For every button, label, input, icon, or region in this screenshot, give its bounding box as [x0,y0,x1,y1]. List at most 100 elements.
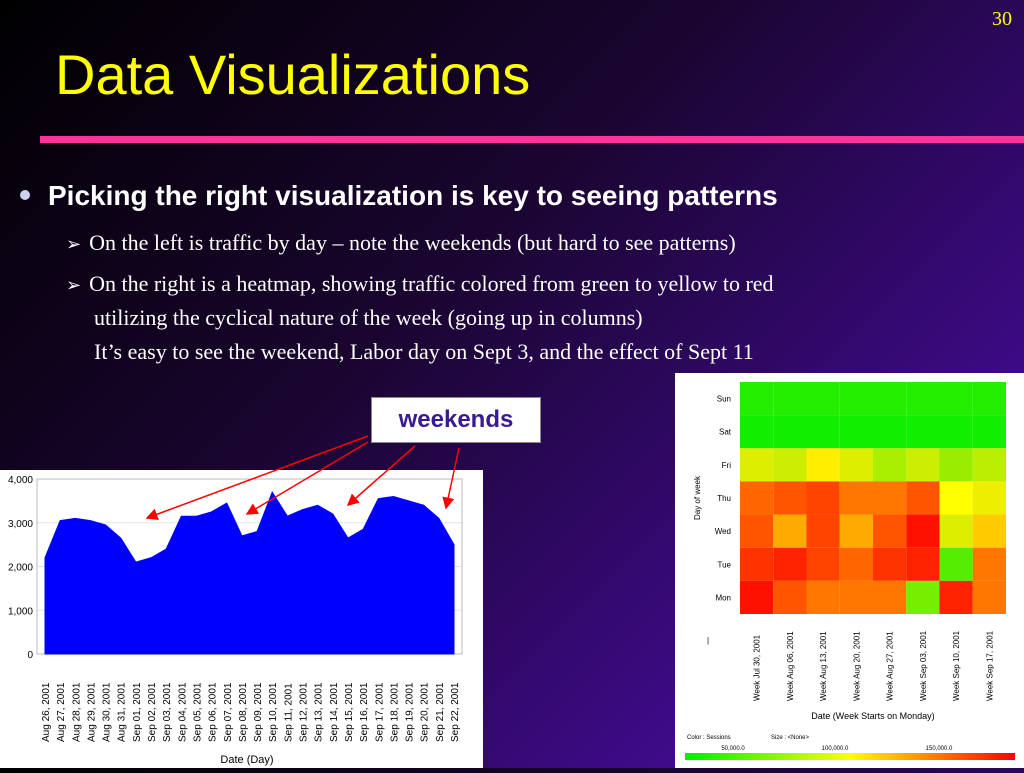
heatmap-cell [972,514,1006,548]
heatmap-cell [740,481,774,515]
legend-tick-label: 100,000.0 [822,746,849,752]
x-tick-label: Sep 04, 2001 [177,682,188,742]
weekends-callout: weekends [371,397,541,443]
sub-bullet-1: ➢ On the left is traffic by day – note th… [66,226,736,262]
x-tick-label: Sep 18, 2001 [389,682,400,742]
heatmap-cell [906,415,940,449]
column-label: Week Aug 06, 2001 [786,631,795,701]
heatmap-cell [906,481,940,515]
x-tick-label: Sep 07, 2001 [223,682,234,742]
heatmap-cell [839,580,873,614]
x-tick-label: Sep 05, 2001 [192,682,203,742]
heatmap-cell [773,382,807,416]
x-tick-label: Sep 14, 2001 [329,682,340,742]
heatmap-cell [773,580,807,614]
sub-bullet-2-text: On the right is a heatmap, showing traff… [89,271,774,296]
slide-title: Data Visualizations [55,43,531,106]
sub-bullet-2: ➢ On the right is a heatmap, showing traf… [66,267,774,303]
y-axis-label: Day of week [693,475,702,520]
y-tick-label: 1,000 [8,606,33,617]
row-label: Fri [722,461,732,470]
heatmap-cell [806,580,840,614]
heatmap-cell [839,382,873,416]
heatmap-cell [839,547,873,581]
x-tick-label: Sep 15, 2001 [344,682,355,742]
heatmap-cell [939,481,973,515]
heatmap-cell [939,580,973,614]
traffic-heatmap: Sun Sat Fri Thu Wed Tue Mon Week Jul 30, 2001 W… [675,373,1024,768]
row-label: Wed [715,527,731,536]
title-divider [40,136,1024,143]
legend-tick-label: 50,000.0 [721,746,745,752]
arrow-bullet-icon: ➢ [66,234,82,255]
x-tick-label: Sep 13, 2001 [314,682,325,742]
heatmap-cell [773,514,807,548]
heatmap-cell [806,382,840,416]
heatmap-cell [806,481,840,515]
x-tick-label: Sep 19, 2001 [405,682,416,742]
heatmap-cell [873,382,907,416]
x-tick-label: Aug 26, 2001 [41,682,52,742]
main-bullet-text: Picking the right visualization is key t… [48,180,778,211]
heatmap-cell [773,481,807,515]
x-tick-label: Sep 12, 2001 [299,682,310,742]
heatmap-cell [972,415,1006,449]
slide-number: 30 [992,8,1012,30]
x-tick-label: Aug 28, 2001 [71,682,82,742]
heatmap-cell [906,547,940,581]
sub-bullet-1-text: On the left is traffic by day – note the… [89,230,736,255]
heatmap-cell [939,547,973,581]
heatmap-cell [873,514,907,548]
column-label: Week Aug 13, 2001 [819,631,828,701]
x-tick-label: Sep 21, 2001 [435,682,446,742]
heatmap-cell [972,481,1006,515]
x-tick-label: Sep 20, 2001 [420,682,431,742]
x-tick-label: Aug 30, 2001 [102,682,113,742]
y-tick-label: 0 [27,650,33,661]
x-tick-label: Sep 08, 2001 [238,682,249,742]
heatmap-cell [873,448,907,482]
column-label: Week Jul 30, 2001 [753,634,762,701]
x-tick-label: Sep 02, 2001 [147,682,158,742]
heatmap-cell [939,415,973,449]
heatmap-svg: Sun Sat Fri Thu Wed Tue Mon Week Jul 30, 2001 W… [685,382,1015,760]
x-tick-label: Aug 29, 2001 [86,682,97,742]
x-tick-label: Aug 31, 2001 [117,682,128,742]
x-tick-label: Sep 03, 2001 [162,682,173,742]
bullet-dot-icon [20,190,30,200]
row-label: Sun [717,395,731,404]
column-label: Week Sep 10, 2001 [952,630,961,701]
sub-bullet-2-line-2: utilizing the cyclical nature of the wee… [94,305,643,330]
legend-color-scale [685,753,1015,760]
heatmap-cell [806,448,840,482]
row-label: Sat [719,428,732,437]
legend-color-label: Color : Sessions [687,735,731,741]
heatmap-cell [740,547,774,581]
heatmap-cell [839,481,873,515]
heatmap-cell [939,514,973,548]
row-label: Tue [718,560,732,569]
x-tick-label: Sep 06, 2001 [208,682,219,742]
x-tick-label: Sep 17, 2001 [374,682,385,742]
heatmap-cell [972,448,1006,482]
tick-mark: | [707,636,709,645]
arrow-bullet-icon: ➢ [66,275,82,296]
heatmap-cell [839,448,873,482]
heatmap-cell [740,514,774,548]
y-tick-label: 2,000 [8,563,33,574]
heatmap-cell [839,514,873,548]
heatmap-cell [972,547,1006,581]
heatmap-cell [773,547,807,581]
column-label: Week Aug 20, 2001 [852,631,861,701]
heatmap-cell [740,580,774,614]
row-label: Thu [717,494,731,503]
traffic-area-chart: 0 1,000 2,000 3,000 4,000 Aug 26, 2001 Aug 27… [0,470,483,768]
heatmap-cell [906,448,940,482]
legend-tick-label: 150,000.0 [926,746,953,752]
heatmap-cell [773,415,807,449]
heatmap-cell [740,448,774,482]
heatmap-cell [873,547,907,581]
heatmap-cell [906,580,940,614]
y-tick-label: 4,000 [8,475,33,486]
x-axis-label: Date (Day) [220,754,273,766]
